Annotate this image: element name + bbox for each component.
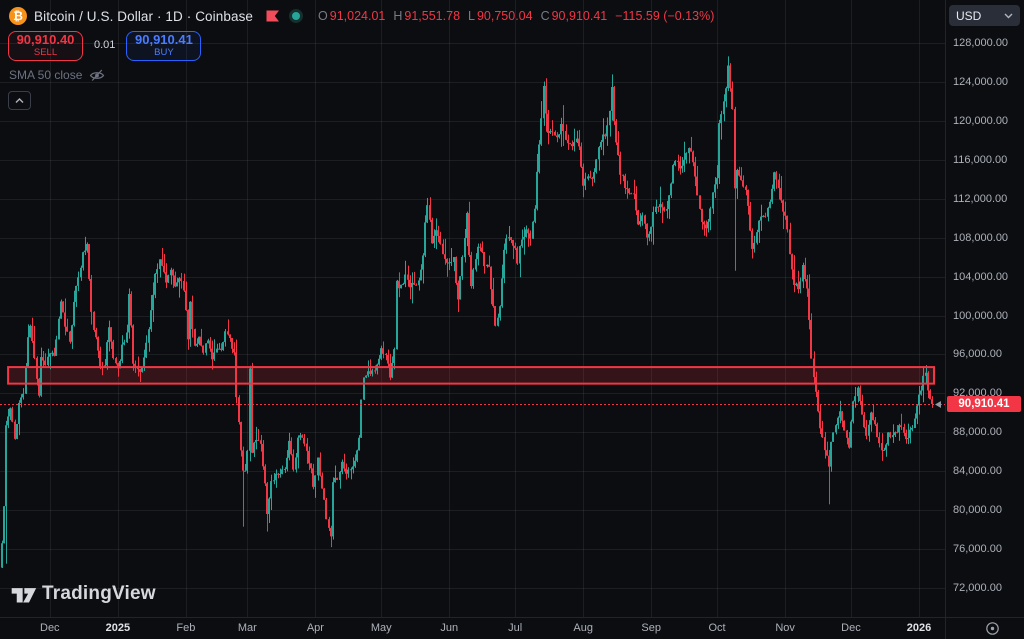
close-label: C [540,9,550,23]
chart-header: ₿ Bitcoin / U.S. Dollar · 1D · Coinbase … [9,7,714,25]
collapse-legend-button[interactable] [8,91,31,110]
time-tick-label: Dec [40,622,60,634]
time-tick-label: Oct [708,622,726,634]
time-tick-label: Aug [573,622,593,634]
price-axis[interactable]: USD 90,910.41 128,000.00 124,000.00 120,00… [945,0,1024,617]
indicator-label: SMA 50 close [9,68,83,82]
price-tick-label: 88,000.00 [953,426,1002,439]
time-tick-label: 2025 [105,622,131,634]
chevron-up-icon [15,97,24,103]
price-tick-label: 84,000.00 [953,465,1002,478]
price-tick-label: 128,000.00 [953,37,1009,49]
open-value: 91,024.01 [329,9,386,23]
change-value: −115.59 (−0.13%) [615,9,715,23]
open-label: O [318,9,328,23]
axis-divider [945,618,946,639]
time-tick-label: Sep [641,622,662,634]
price-tick-label: 116,000.00 [953,153,1008,166]
time-axis[interactable]: Dec 2025 Feb Mar Apr May Jun Jul Aug Sep Oct Nov Dec… [0,617,1024,639]
price-tick-label: 112,000.00 [953,192,1008,205]
low-value: 90,750.04 [476,9,533,23]
time-tick-label: Jun [440,622,459,634]
currency-selector[interactable]: USD [949,5,1020,26]
price-tick-label: 72,000.00 [953,582,1002,595]
buy-button[interactable]: 90,910.41 BUY [126,31,202,61]
price-tick-label: 80,000.00 [953,504,1002,517]
price-tick-label: 124,000.00 [953,75,1009,88]
high-value: 91,551.78 [404,9,461,23]
buy-price: 90,910.41 [135,32,193,48]
chevron-down-icon [1004,13,1013,18]
currency-value: USD [956,8,982,23]
last-price-badge: 90,910.41 [947,395,1021,412]
time-tick-label: 2026 [906,622,932,634]
close-value: 90,910.41 [551,9,608,23]
time-tick-label: Nov [775,622,795,634]
market-status-icon [289,9,304,23]
buy-label: BUY [154,47,174,59]
spread-value: 0.01 [94,39,116,51]
trade-panel: 90,910.40 SELL 0.01 90,910.41 BUY [8,31,202,61]
tradingview-logo-text: TradingView [42,583,156,604]
sell-price: 90,910.40 [16,32,75,48]
ohlc-readout: O 91,024.01 H 91,551.78 L 90,750.04 C 90,910… [318,9,714,23]
high-label: H [393,9,403,23]
time-tick-label: Feb [176,622,196,634]
indicator-legend[interactable]: SMA 50 close [9,68,105,82]
tradingview-mark-icon [11,588,37,603]
candlestick-chart-canvas[interactable] [0,0,945,617]
price-tick-label: 120,000.00 [953,114,1009,127]
price-tick-label: 96,000.00 [953,348,1002,361]
price-tick-label: 100,000.00 [953,309,1009,322]
tradingview-logo[interactable]: TradingView [10,582,156,606]
symbol-title: Bitcoin / U.S. Dollar · 1D · Coinbase [34,8,254,24]
low-label: L [468,9,475,23]
price-tick-label: 104,000.00 [953,270,1009,283]
bitcoin-icon: ₿ [9,7,27,25]
flag-icon[interactable] [266,10,280,23]
eye-off-icon[interactable] [89,69,105,82]
settings-icon[interactable] [985,621,1000,636]
time-tick-label: Jul [508,622,523,634]
time-tick-label: Dec [841,622,861,634]
time-tick-label: Apr [306,622,324,634]
sell-label: SELL [33,47,58,59]
sell-button[interactable]: 90,910.40 SELL [8,31,83,61]
price-tick-label: 108,000.00 [953,231,1009,244]
time-tick-label: May [370,622,392,634]
time-tick-label: Mar [237,622,257,634]
chart-pane: ₿ Bitcoin / U.S. Dollar · 1D · Coinbase … [0,0,945,617]
price-tick-label: 76,000.00 [953,543,1002,556]
